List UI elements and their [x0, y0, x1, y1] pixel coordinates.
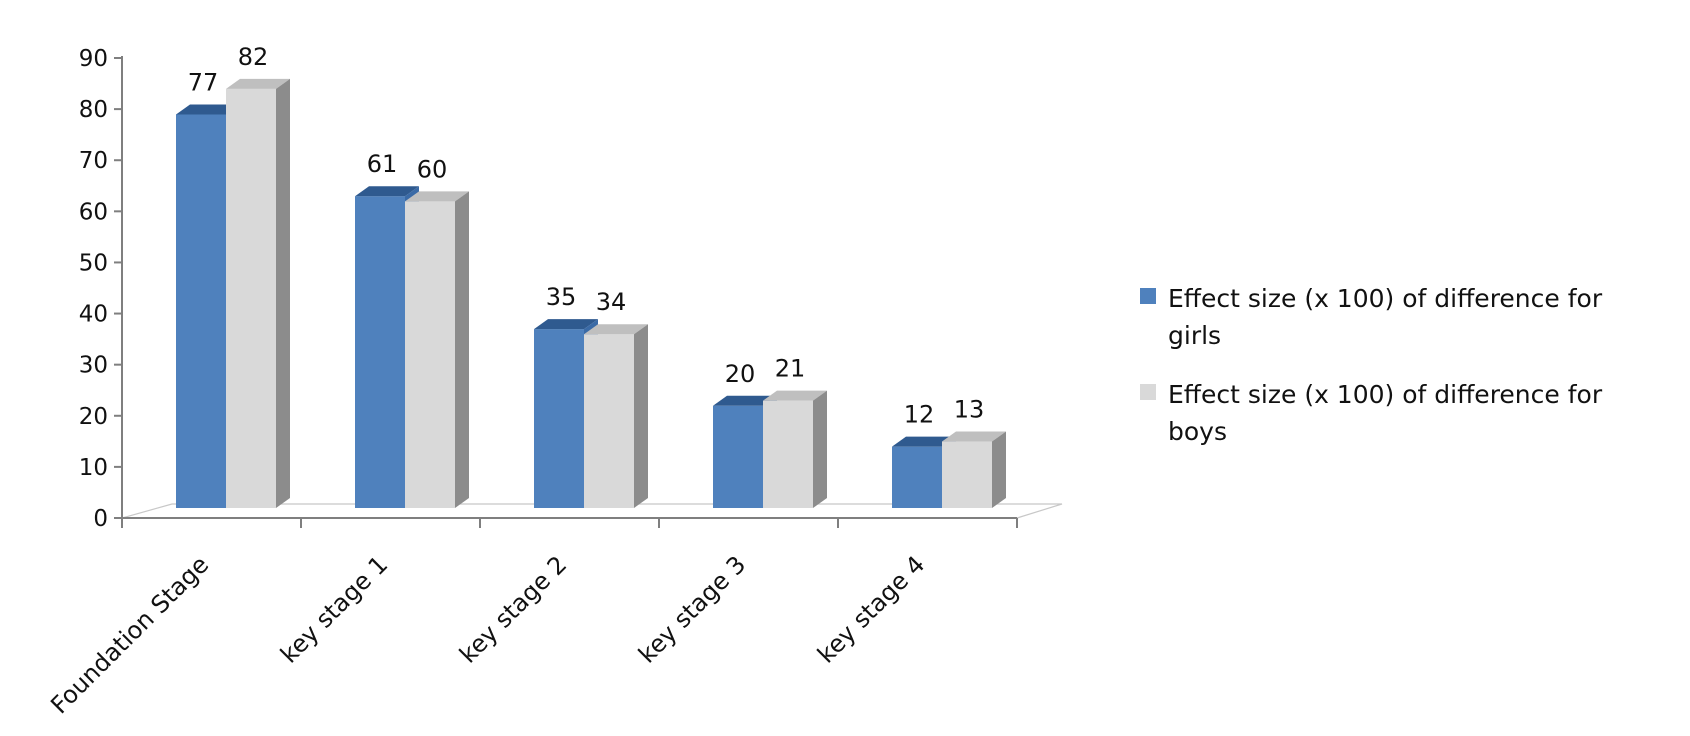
bar-value-label: 20 — [725, 360, 756, 388]
bar-front — [942, 441, 992, 508]
bars — [176, 78, 1006, 509]
y-tick-label: 70 — [79, 148, 108, 174]
bar-top — [405, 191, 469, 202]
bar-front — [713, 405, 763, 508]
bar-value-label: 34 — [596, 288, 627, 316]
bar-side — [992, 431, 1006, 508]
legend-label-boys-line1: Effect size (x 100) of difference for — [1168, 380, 1603, 409]
y-tick-label: 60 — [79, 199, 108, 225]
bar-top — [892, 436, 956, 447]
bar-value-label: 35 — [546, 283, 577, 311]
bar-side — [276, 78, 290, 508]
bar-front — [226, 88, 276, 508]
bar-value-label: 61 — [367, 150, 398, 178]
bar-front — [763, 400, 813, 508]
legend-label-girls-line2: girls — [1168, 321, 1221, 350]
bar — [226, 78, 290, 508]
bar — [942, 431, 1006, 508]
bar-top — [763, 390, 827, 401]
x-category-label: key stage 2 — [454, 550, 572, 668]
bar-top — [534, 319, 598, 330]
bar-top — [584, 324, 648, 335]
bar-side — [455, 191, 469, 509]
y-tick-label: 80 — [79, 97, 108, 123]
bar-front — [584, 334, 634, 508]
bar-front — [534, 329, 584, 508]
bar — [405, 191, 469, 509]
bar-value-label: 21 — [775, 355, 806, 383]
bar — [534, 319, 598, 508]
bar-front — [405, 201, 455, 509]
bar-value-label: 13 — [954, 396, 985, 424]
x-category-label: Foundation Stage — [45, 550, 214, 719]
bar — [584, 324, 648, 508]
x-category-label: key stage 3 — [633, 550, 751, 668]
y-tick-label: 40 — [79, 302, 108, 328]
data-labels: 77 82 61 60 35 34 20 21 12 13 — [188, 43, 985, 429]
legend-swatch-boys — [1140, 384, 1156, 400]
y-tick-label: 10 — [79, 455, 108, 481]
legend: Effect size (x 100) of difference for gi… — [1140, 284, 1603, 446]
y-tick-label: 90 — [79, 46, 108, 72]
bar-top — [176, 104, 240, 115]
y-tick-label: 50 — [79, 250, 108, 276]
bar-front — [355, 196, 405, 508]
bar-value-label: 82 — [238, 43, 269, 71]
legend-label-girls-line1: Effect size (x 100) of difference for — [1168, 284, 1603, 313]
y-tick-label: 0 — [93, 506, 108, 532]
bar-top — [942, 431, 1006, 442]
bar — [763, 390, 827, 508]
x-category-label: key stage 1 — [275, 550, 393, 668]
bar-value-label: 12 — [904, 401, 935, 429]
bar-value-label: 77 — [188, 68, 219, 96]
bar-top — [355, 186, 419, 197]
y-tick-label: 20 — [79, 404, 108, 430]
x-category-label: key stage 4 — [812, 550, 930, 668]
legend-swatch-girls — [1140, 288, 1156, 304]
bar-front — [176, 114, 226, 508]
bar-front — [892, 446, 942, 508]
y-tick-label: 30 — [79, 353, 108, 379]
bar-value-label: 60 — [417, 155, 448, 183]
bar-top — [226, 78, 290, 89]
bar-side — [813, 390, 827, 508]
bar-top — [713, 395, 777, 406]
bar-side — [634, 324, 648, 508]
legend-label-boys-line2: boys — [1168, 417, 1227, 446]
